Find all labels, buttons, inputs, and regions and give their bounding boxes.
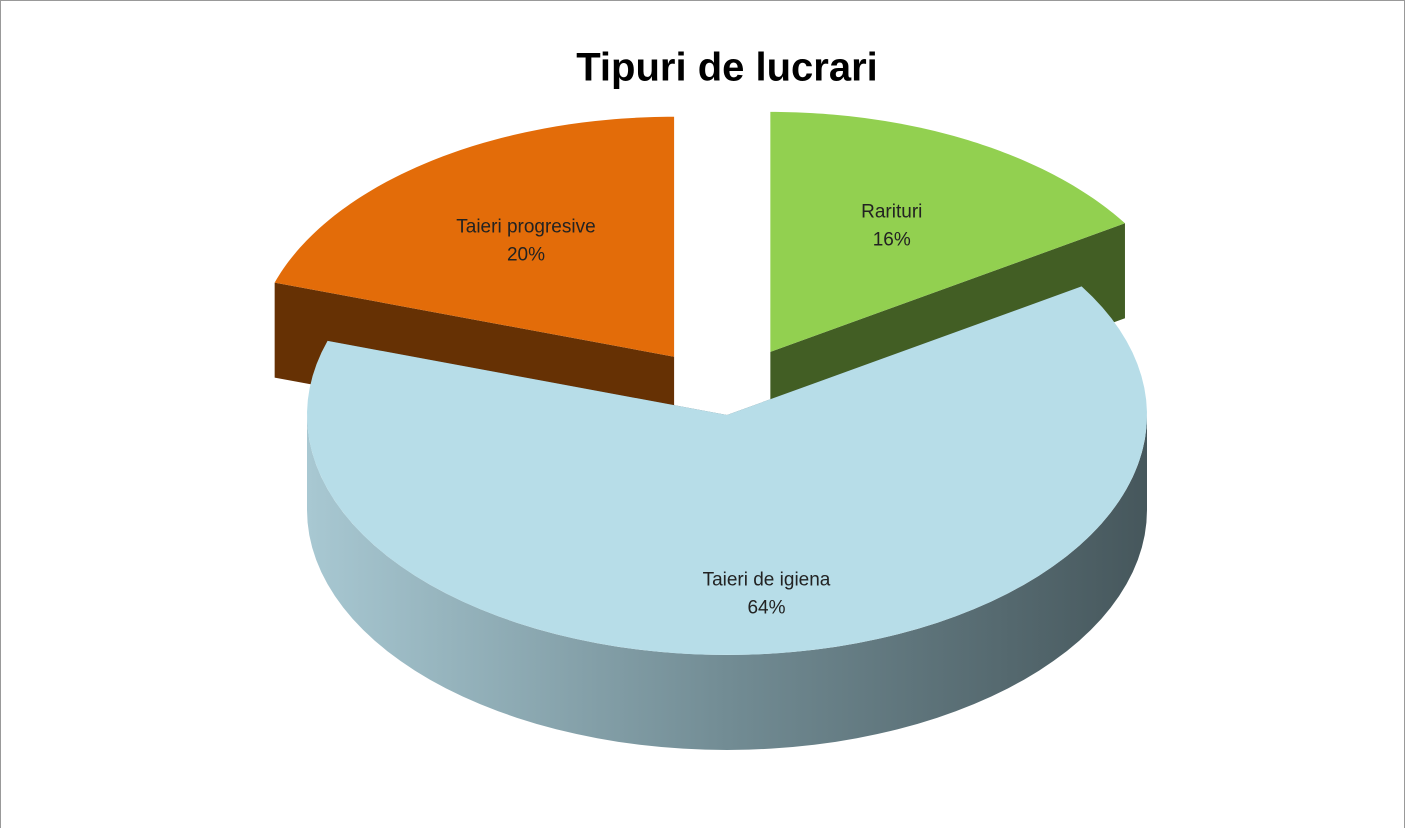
slice-top: [274, 116, 675, 357]
slice-label: Rarituri: [861, 202, 922, 223]
pie-slice: [307, 286, 1147, 750]
slice-value-label: 16%: [873, 230, 911, 251]
slice-label: Taieri progresive: [456, 216, 595, 237]
slice-top: [770, 111, 1125, 352]
slice-value-label: 64%: [747, 598, 785, 619]
labels: Rarituri 16% Taieri progresive 20% Taieri de…: [456, 202, 922, 619]
chart-title: Tipuri de lucrari: [576, 46, 878, 90]
slice-label: Taieri de igiena: [703, 570, 831, 591]
slice-wall: [307, 415, 1147, 750]
pie: [274, 111, 1147, 750]
slice-top: [307, 286, 1147, 655]
slice-value-label: 20%: [507, 244, 545, 265]
